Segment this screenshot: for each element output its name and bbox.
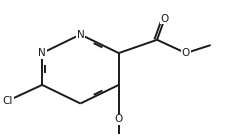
Text: N: N [76,30,84,39]
Text: O: O [114,114,122,124]
Text: O: O [181,48,189,58]
Text: O: O [160,14,168,24]
Text: Cl: Cl [2,96,13,106]
Text: N: N [38,48,46,58]
